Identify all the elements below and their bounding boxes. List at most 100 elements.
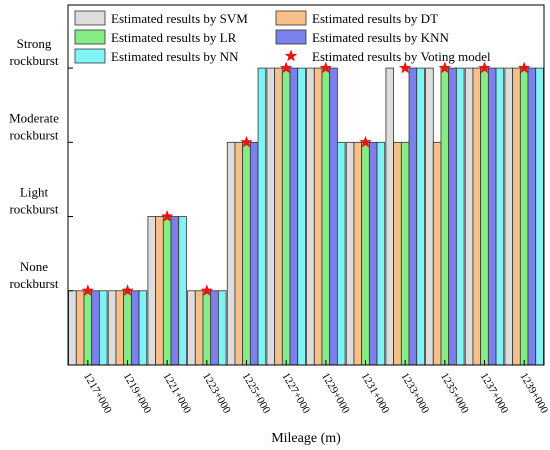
bar-estimated-results-by-nn-1219+000: [138, 290, 148, 366]
x-axis: 1217+000 1219+000 1221+000 1223+000 1225+000…: [81, 360, 550, 416]
bar-estimated-results-by-dt-1235+000: [432, 141, 442, 366]
voting-star-1229+000: [319, 61, 333, 74]
plot-stars: [81, 61, 531, 297]
bar-estimated-results-by-dt-1231+000: [353, 141, 363, 366]
bar-estimated-results-by-svm-1221+000: [147, 216, 157, 366]
legend-label-estimated-results-by-voting-model: Estimated results by Voting model: [312, 49, 491, 64]
legend-swatch-estimated-results-by-knn: [275, 29, 307, 45]
voting-star-1235+000: [438, 61, 452, 74]
bar-estimated-results-by-lr-1233+000: [400, 141, 410, 366]
voting-star-1217+000: [81, 284, 95, 297]
bar-estimated-results-by-svm-1233+000: [385, 67, 395, 366]
bar-estimated-results-by-svm-1239+000: [504, 67, 514, 366]
voting-star-1221+000: [160, 210, 174, 222]
y-tick-label-line1: Strong: [17, 36, 52, 51]
bar-estimated-results-by-nn-1217+000: [98, 290, 108, 366]
bar-estimated-results-by-dt-1237+000: [472, 67, 482, 366]
y-tick-label-1: None rockburst: [9, 259, 58, 291]
x-tick-label-1231+000: 1231+000: [359, 371, 392, 416]
bar-estimated-results-by-dt-1229+000: [313, 67, 323, 366]
y-tick-label-line2: rockburst: [9, 202, 58, 217]
x-tick-label-1235+000: 1235+000: [438, 371, 471, 416]
bar-estimated-results-by-dt-1221+000: [155, 216, 164, 366]
bar-estimated-results-by-lr-1229+000: [321, 67, 331, 366]
x-tick-label-1233+000: 1233+000: [398, 371, 431, 416]
bar-estimated-results-by-knn-1219+000: [130, 290, 140, 366]
y-tick-label-4: Strong rockburst: [9, 36, 58, 68]
legend-label-estimated-results-by-dt: Estimated results by DT: [312, 11, 438, 26]
legend-label-estimated-results-by-lr: Estimated results by LR: [111, 30, 237, 45]
bar-estimated-results-by-nn-1223+000: [217, 290, 227, 366]
y-tick-label-3: Moderate rockburst: [9, 110, 59, 142]
bar-estimated-results-by-lr-1225+000: [242, 141, 251, 366]
bar-estimated-results-by-lr-1217+000: [83, 290, 93, 366]
bar-estimated-results-by-dt-1227+000: [274, 67, 283, 366]
bar-estimated-results-by-svm-1225+000: [226, 141, 236, 366]
bar-estimated-results-by-svm-1217+000: [68, 290, 77, 366]
bar-estimated-results-by-lr-1227+000: [281, 67, 291, 366]
legend-star-estimated-results-by-voting-model: [284, 49, 298, 62]
bar-estimated-results-by-knn-1231+000: [368, 141, 378, 366]
y-tick-label-line1: None: [20, 259, 48, 274]
legend-label-estimated-results-by-svm: Estimated results by SVM: [111, 11, 248, 26]
bar-estimated-results-by-svm-1229+000: [306, 67, 315, 366]
x-tick-label-1225+000: 1225+000: [240, 371, 273, 416]
voting-star-1237+000: [478, 61, 491, 74]
bar-estimated-results-by-knn-1221+000: [170, 216, 180, 366]
bar-estimated-results-by-lr-1237+000: [480, 67, 489, 366]
y-tick-label-line2: rockburst: [9, 53, 58, 68]
bar-estimated-results-by-nn-1235+000: [455, 67, 465, 366]
legend-label-estimated-results-by-nn: Estimated results by NN: [111, 49, 239, 64]
bar-estimated-results-by-dt-1217+000: [75, 290, 85, 366]
x-tick-label-1239+000: 1239+000: [517, 371, 550, 416]
voting-star-1225+000: [240, 135, 253, 148]
bar-estimated-results-by-nn-1231+000: [376, 141, 386, 366]
bar-estimated-results-by-svm-1235+000: [425, 67, 434, 366]
bar-estimated-results-by-svm-1227+000: [266, 67, 276, 366]
bar-estimated-results-by-lr-1219+000: [123, 290, 132, 366]
legend-swatch-estimated-results-by-nn: [74, 48, 106, 64]
y-tick-label-2: Light rockburst: [9, 185, 58, 217]
voting-star-1239+000: [517, 61, 531, 74]
bar-estimated-results-by-lr-1231+000: [361, 141, 370, 366]
y-tick-label-line2: rockburst: [9, 276, 58, 291]
legend-swatch-estimated-results-by-svm: [74, 10, 106, 26]
bar-estimated-results-by-dt-1225+000: [234, 141, 244, 366]
bar-estimated-results-by-dt-1219+000: [115, 290, 125, 366]
voting-star-1231+000: [359, 135, 372, 148]
x-tick-label-1223+000: 1223+000: [200, 371, 233, 416]
voting-star-1219+000: [121, 284, 134, 297]
x-tick-label-1219+000: 1219+000: [121, 371, 154, 416]
bar-estimated-results-by-nn-1233+000: [416, 67, 425, 366]
bar-estimated-results-by-lr-1235+000: [440, 67, 450, 366]
bar-estimated-results-by-svm-1237+000: [464, 67, 474, 366]
y-tick-label-line1: Moderate: [9, 110, 59, 125]
bar-estimated-results-by-svm-1231+000: [345, 141, 355, 366]
bar-estimated-results-by-knn-1227+000: [289, 67, 299, 366]
voting-star-1233+000: [398, 61, 412, 74]
bar-estimated-results-by-knn-1223+000: [210, 290, 219, 366]
bar-estimated-results-by-dt-1233+000: [393, 141, 402, 366]
bar-estimated-results-by-nn-1225+000: [257, 67, 267, 366]
bar-estimated-results-by-knn-1237+000: [487, 67, 497, 366]
bar-estimated-results-by-nn-1221+000: [178, 216, 187, 366]
legend: Estimated results by SVM Estimated result…: [74, 10, 491, 64]
bar-estimated-results-by-nn-1237+000: [495, 67, 505, 366]
legend-label-estimated-results-by-knn: Estimated results by KNN: [312, 30, 449, 45]
legend-swatch-estimated-results-by-lr: [74, 29, 106, 45]
bar-estimated-results-by-knn-1239+000: [527, 67, 537, 366]
x-tick-label-1221+000: 1221+000: [160, 371, 193, 416]
x-tick-label-1227+000: 1227+000: [279, 371, 312, 416]
bar-estimated-results-by-dt-1239+000: [512, 67, 521, 366]
bar-estimated-results-by-knn-1233+000: [408, 67, 418, 366]
x-tick-label-1237+000: 1237+000: [478, 371, 511, 416]
y-axis: None rockburst Light rockburst Moderate rockb…: [9, 36, 73, 292]
y-tick-label-line1: Light: [20, 185, 49, 200]
bar-estimated-results-by-knn-1235+000: [448, 67, 457, 366]
bar-estimated-results-by-svm-1219+000: [107, 290, 117, 366]
bar-estimated-results-by-nn-1227+000: [297, 67, 306, 366]
bar-estimated-results-by-nn-1229+000: [336, 141, 346, 366]
bar-estimated-results-by-dt-1223+000: [194, 290, 204, 366]
